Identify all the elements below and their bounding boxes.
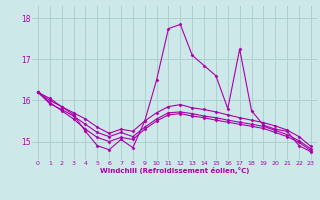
X-axis label: Windchill (Refroidissement éolien,°C): Windchill (Refroidissement éolien,°C)	[100, 167, 249, 174]
